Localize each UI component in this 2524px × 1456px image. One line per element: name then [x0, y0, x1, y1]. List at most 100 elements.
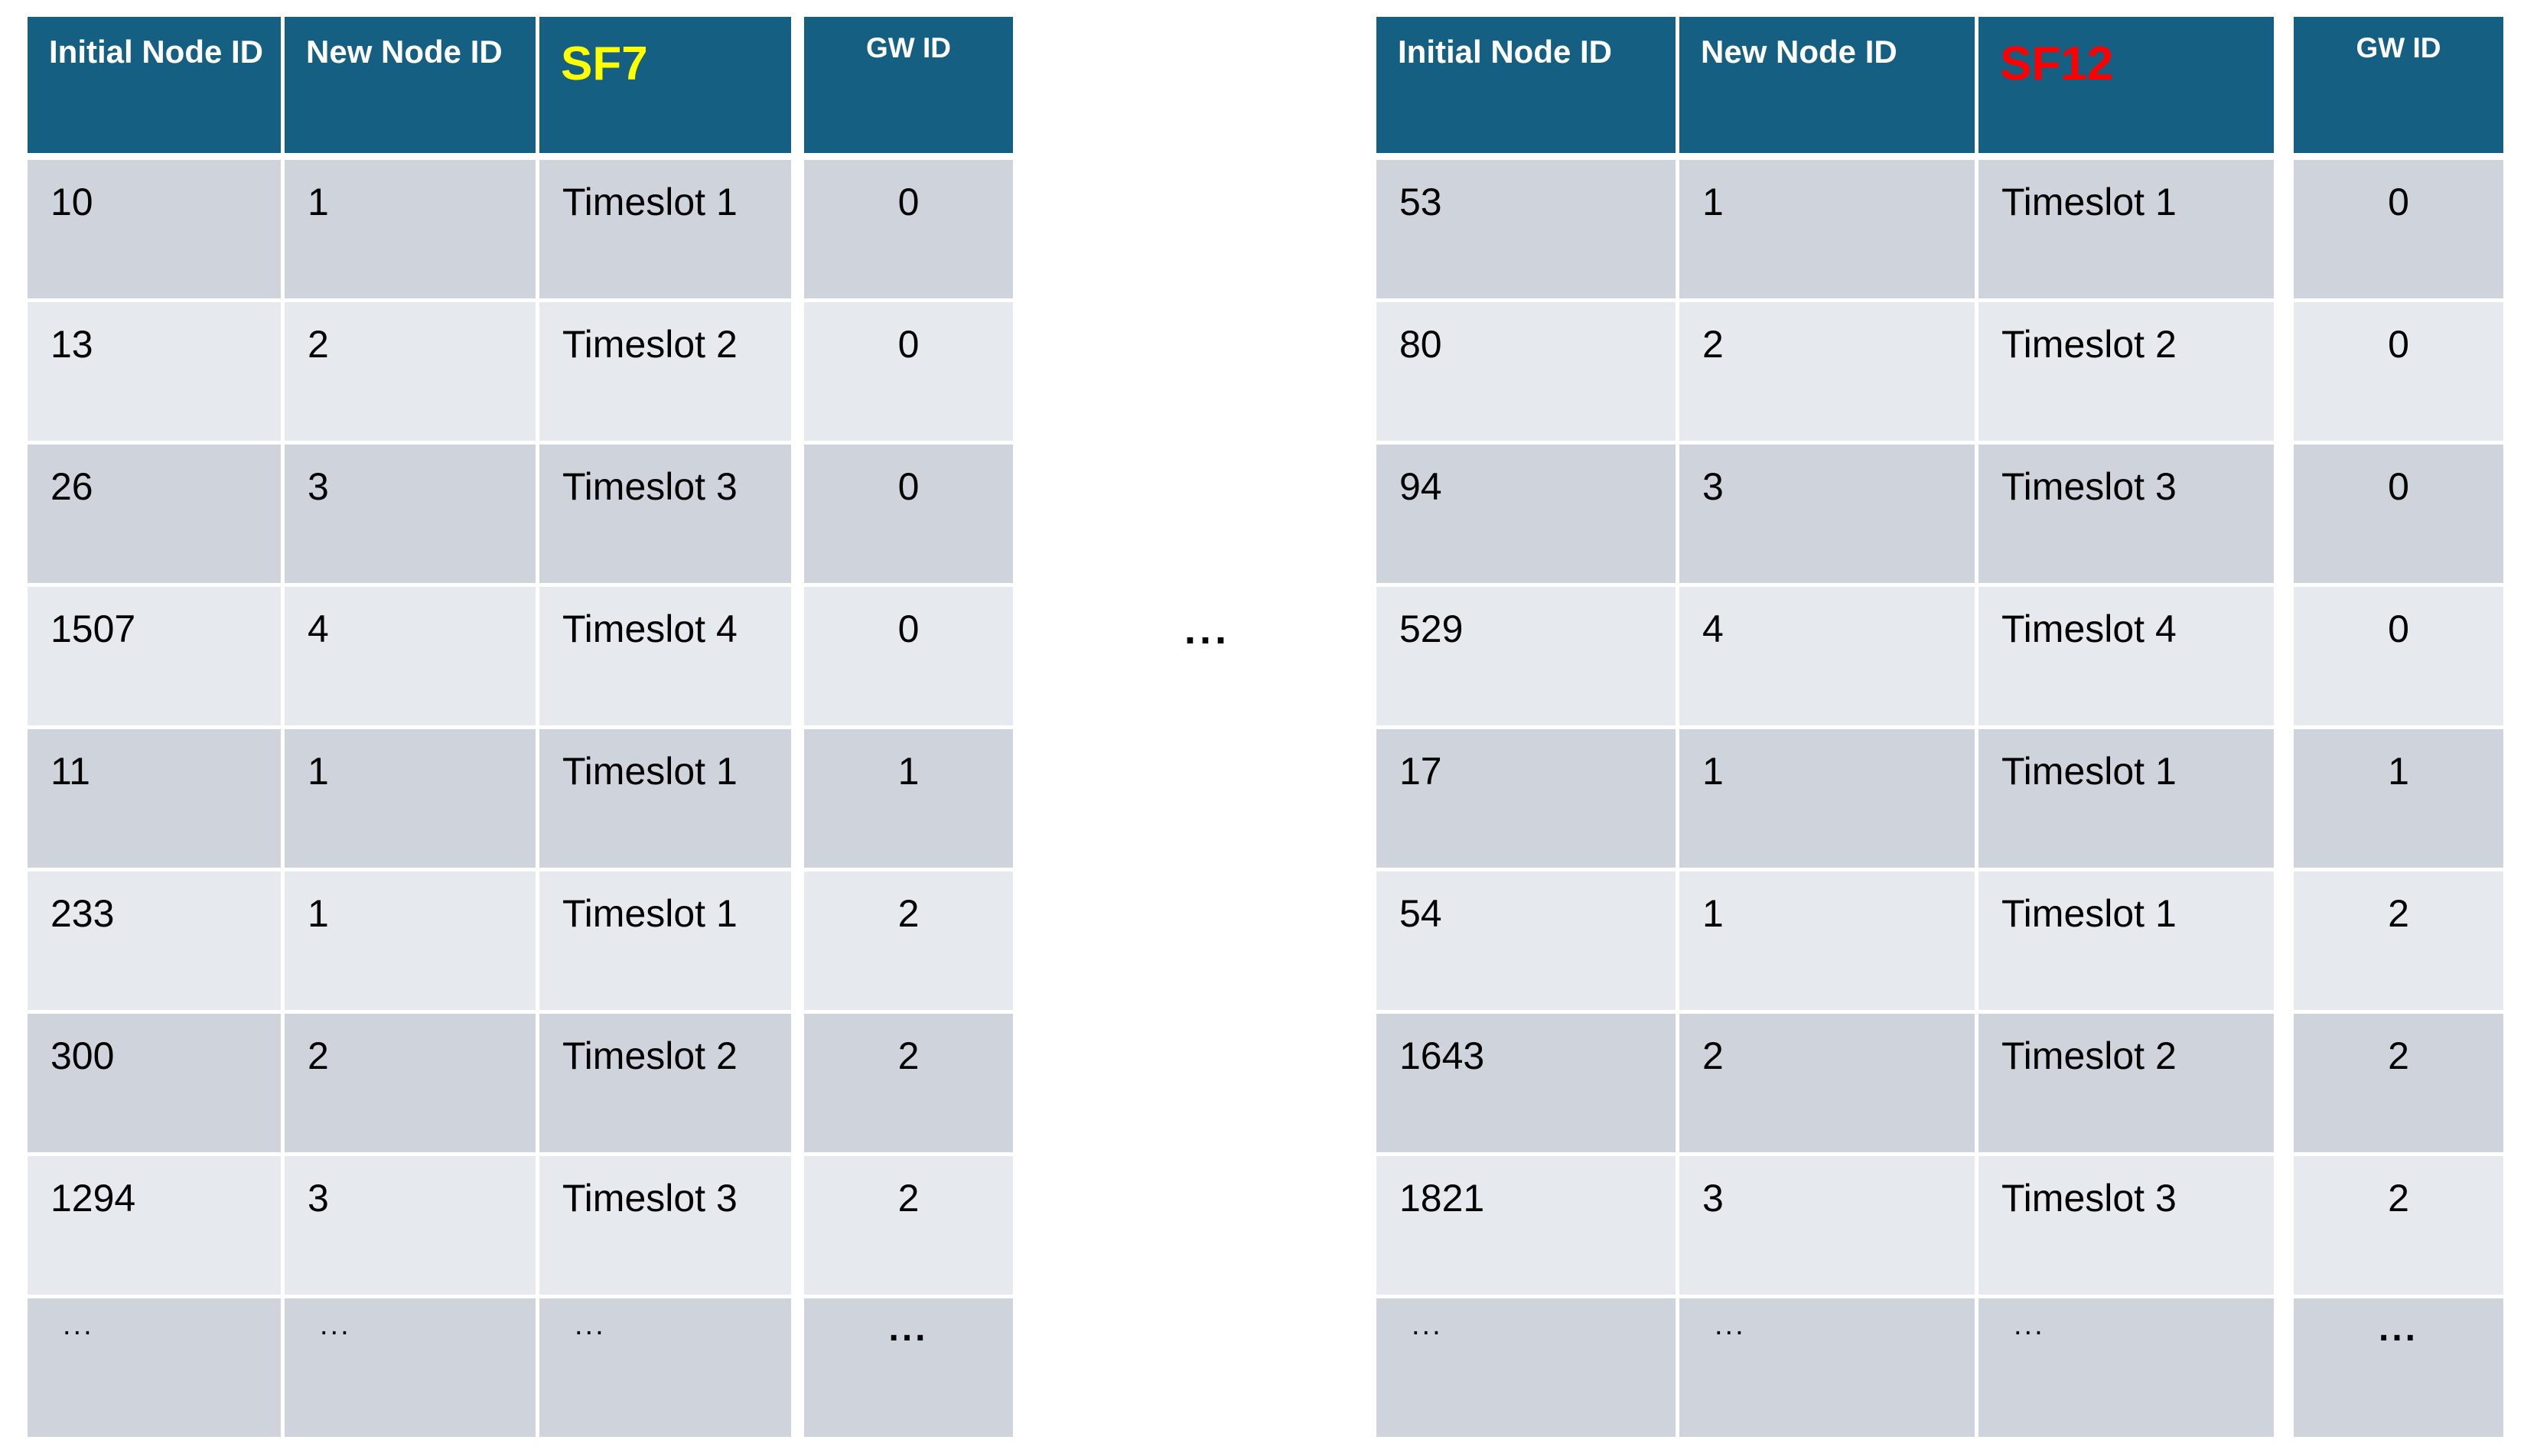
cell-timeslot: Timeslot 3 [1978, 1156, 2274, 1295]
cell-gw-id: 2 [2294, 871, 2503, 1010]
cell-gw-id: 2 [804, 1156, 1013, 1295]
cell-initial-node-id: 529 [1376, 587, 1676, 725]
sf12-header-row: Initial Node ID New Node ID SF12 GW ID [1376, 17, 2503, 153]
cell-timeslot: Timeslot 1 [539, 729, 791, 868]
cell-timeslot: Timeslot 2 [539, 302, 791, 441]
header-initial-node-id: Initial Node ID [28, 17, 281, 153]
cell-initial-node-id: 13 [28, 302, 281, 441]
sf7-table: Initial Node ID New Node ID SF7 GW ID 10… [28, 17, 1013, 1441]
header-gw-id: GW ID [2294, 17, 2503, 153]
cell-new-node-id: 1 [285, 871, 536, 1010]
cell-initial-node-id: 26 [28, 445, 281, 583]
table-row: 94 3 Timeslot 3 0 [1376, 445, 2503, 583]
cell-gw-id: 0 [2294, 445, 2503, 583]
cell-gw-id: 1 [2294, 729, 2503, 868]
table-row: 1821 3 Timeslot 3 2 [1376, 1156, 2503, 1295]
cell-new-node-id: 3 [1679, 445, 1975, 583]
cell-timeslot: Timeslot 1 [1978, 160, 2274, 298]
header-sf12-label: SF12 [1978, 17, 2274, 153]
cell-timeslot: Timeslot 3 [1978, 445, 2274, 583]
cell-timeslot: Timeslot 2 [539, 1014, 791, 1152]
sf7-header-row: Initial Node ID New Node ID SF7 GW ID [28, 17, 1013, 153]
header-new-node-id: New Node ID [1679, 17, 1975, 153]
table-row: 233 1 Timeslot 1 2 [28, 871, 1013, 1010]
cell-new-node-id: 4 [1679, 587, 1975, 725]
cell-timeslot: Timeslot 1 [539, 160, 791, 298]
cell-new-node-id: 1 [1679, 160, 1975, 298]
cell-timeslot: Timeslot 1 [539, 871, 791, 1010]
cell-gw-id: 0 [804, 160, 1013, 298]
cell-timeslot: Timeslot 3 [539, 1156, 791, 1295]
table-row: 11 1 Timeslot 1 1 [28, 729, 1013, 868]
cell-ellipsis: ... [539, 1298, 791, 1437]
cell-new-node-id: 2 [285, 1014, 536, 1152]
cell-initial-node-id: 1821 [1376, 1156, 1676, 1295]
table-row: 13 2 Timeslot 2 0 [28, 302, 1013, 441]
cell-new-node-id: 1 [285, 160, 536, 298]
table-row: 300 2 Timeslot 2 2 [28, 1014, 1013, 1152]
cell-gw-id: 0 [2294, 587, 2503, 725]
cell-new-node-id: 3 [1679, 1156, 1975, 1295]
cell-ellipsis: ... [1978, 1298, 2274, 1437]
cell-gw-id: 2 [804, 1014, 1013, 1152]
cell-ellipsis: ... [2294, 1298, 2503, 1437]
cell-timeslot: Timeslot 4 [539, 587, 791, 725]
cell-gw-id: 0 [804, 587, 1013, 725]
cell-new-node-id: 1 [1679, 871, 1975, 1010]
table-row: 17 1 Timeslot 1 1 [1376, 729, 2503, 868]
cell-timeslot: Timeslot 1 [1978, 871, 2274, 1010]
cell-new-node-id: 1 [1679, 729, 1975, 868]
cell-gw-id: 2 [804, 871, 1013, 1010]
table-row: 80 2 Timeslot 2 0 [1376, 302, 2503, 441]
table-row: 1643 2 Timeslot 2 2 [1376, 1014, 2503, 1152]
cell-initial-node-id: 233 [28, 871, 281, 1010]
header-new-node-id: New Node ID [285, 17, 536, 153]
cell-initial-node-id: 17 [1376, 729, 1676, 868]
cell-initial-node-id: 300 [28, 1014, 281, 1152]
sf12-table: Initial Node ID New Node ID SF12 GW ID 5… [1376, 17, 2503, 1441]
between-tables-ellipsis: ... [1184, 607, 1231, 653]
cell-gw-id: 0 [2294, 160, 2503, 298]
table-row: 1294 3 Timeslot 3 2 [28, 1156, 1013, 1295]
table-row: 26 3 Timeslot 3 0 [28, 445, 1013, 583]
header-gw-id: GW ID [804, 17, 1013, 153]
table-row-continuation: ... ... ... ... [28, 1298, 1013, 1437]
cell-initial-node-id: 10 [28, 160, 281, 298]
cell-timeslot: Timeslot 1 [1978, 729, 2274, 868]
cell-gw-id: 2 [2294, 1014, 2503, 1152]
table-row: 529 4 Timeslot 4 0 [1376, 587, 2503, 725]
cell-gw-id: 0 [804, 302, 1013, 441]
cell-initial-node-id: 94 [1376, 445, 1676, 583]
cell-new-node-id: 2 [1679, 1014, 1975, 1152]
cell-initial-node-id: 54 [1376, 871, 1676, 1010]
cell-new-node-id: 3 [285, 445, 536, 583]
table-row: 53 1 Timeslot 1 0 [1376, 160, 2503, 298]
cell-ellipsis: ... [28, 1298, 281, 1437]
cell-new-node-id: 1 [285, 729, 536, 868]
cell-initial-node-id: 11 [28, 729, 281, 868]
table-row: 54 1 Timeslot 1 2 [1376, 871, 2503, 1010]
cell-ellipsis: ... [285, 1298, 536, 1437]
cell-initial-node-id: 1294 [28, 1156, 281, 1295]
cell-new-node-id: 4 [285, 587, 536, 725]
cell-timeslot: Timeslot 4 [1978, 587, 2274, 725]
table-row: 10 1 Timeslot 1 0 [28, 160, 1013, 298]
cell-new-node-id: 2 [285, 302, 536, 441]
cell-initial-node-id: 80 [1376, 302, 1676, 441]
table-row-continuation: ... ... ... ... [1376, 1298, 2503, 1437]
cell-new-node-id: 3 [285, 1156, 536, 1295]
cell-gw-id: 0 [2294, 302, 2503, 441]
cell-gw-id: 1 [804, 729, 1013, 868]
cell-ellipsis: ... [804, 1298, 1013, 1437]
cell-ellipsis: ... [1376, 1298, 1676, 1437]
cell-new-node-id: 2 [1679, 302, 1975, 441]
header-sf7-label: SF7 [539, 17, 791, 153]
cell-timeslot: Timeslot 2 [1978, 302, 2274, 441]
cell-initial-node-id: 1643 [1376, 1014, 1676, 1152]
cell-gw-id: 0 [804, 445, 1013, 583]
cell-initial-node-id: 1507 [28, 587, 281, 725]
cell-timeslot: Timeslot 3 [539, 445, 791, 583]
cell-timeslot: Timeslot 2 [1978, 1014, 2274, 1152]
cell-ellipsis: ... [1679, 1298, 1975, 1437]
table-row: 1507 4 Timeslot 4 0 [28, 587, 1013, 725]
